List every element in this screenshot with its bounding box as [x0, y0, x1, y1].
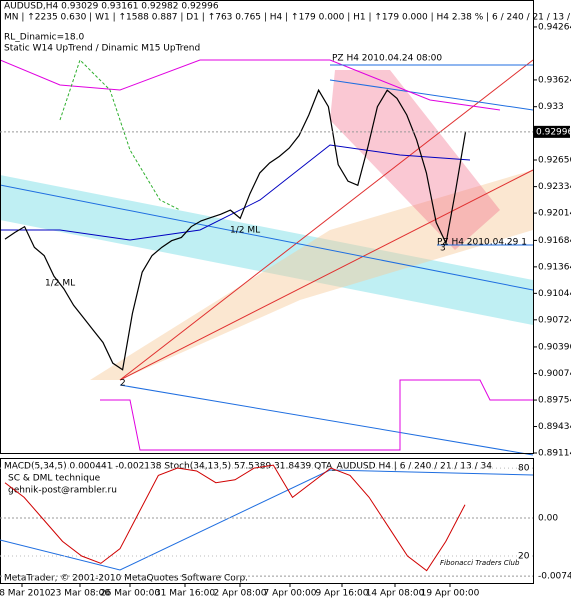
y-tick-label: 0.92014: [538, 209, 571, 219]
x-tick-label: 14 Apr 08:00: [366, 589, 425, 599]
chikou: [59, 59, 181, 211]
y2-tick-label: 80: [518, 464, 530, 474]
bid-box: [534, 125, 570, 138]
y-tick-label: 0.92334: [538, 182, 571, 192]
price-line: [4, 88, 467, 371]
kijun: [0, 144, 471, 241]
annotation: 3: [440, 244, 446, 254]
fib-zone: [0, 175, 533, 325]
annotation: 1/2 ML: [230, 226, 260, 236]
x-tick-label: 18 Mar 2010: [0, 589, 51, 599]
y-tick-label: 0.91044: [538, 289, 571, 299]
indicator-frame: [0, 458, 534, 584]
y-tick-label: 0.89114: [538, 449, 571, 459]
y-tick-label: 0.91364: [538, 262, 571, 272]
pz-channel: [330, 70, 500, 250]
stoch-line: [4, 464, 466, 572]
median-line: [119, 59, 534, 381]
info-line: MN | ↑2235 0.630 | W1 | ↑1588 0.887 | D1…: [4, 13, 571, 23]
y-tick-label: 0.94264: [538, 22, 571, 32]
trend-line: [119, 384, 534, 456]
annotation: PZ H4 2010.04.24 08:00: [332, 54, 442, 64]
x-tick-label: 19 Apr 00:00: [421, 589, 480, 599]
annotation: Fibonacci Traders Club: [440, 559, 520, 567]
envelope: [100, 379, 533, 451]
main-frame: [0, 0, 534, 454]
y-tick-label: 0.00: [538, 514, 558, 524]
info-line: Static W14 UpTrend / Dinamic M15 UpTrend: [4, 44, 200, 54]
indicator-title: MACD(5,34,5) 0.000441 -0.002138 Stoch(34…: [4, 462, 492, 472]
median-line: [119, 169, 534, 381]
x-tick-label: 23 Mar 08:00: [50, 589, 110, 599]
title: AUDUSD,H4 0.93029 0.93161 0.92982 0.9299…: [4, 2, 219, 12]
y-tick-label: -0.00742: [538, 572, 571, 582]
envelope: [0, 59, 501, 111]
y-tick-label: 0.92656: [538, 155, 571, 165]
x-tick-label: 31 Mar 16:00: [155, 589, 215, 599]
trend-line: [0, 184, 534, 291]
x-tick-label: 9 Apr 16:00: [316, 589, 369, 599]
y-tick-label: 0.933: [538, 102, 564, 112]
macd-line: [0, 469, 534, 571]
x-tick-label: 7 Apr 00:00: [264, 589, 317, 599]
y-tick-label: 0.90074: [538, 369, 571, 379]
y2-tick-label: 20: [518, 552, 530, 562]
y-tick-label: 0.91684: [538, 236, 571, 246]
annotation: SC & DML technique: [8, 474, 101, 484]
y-tick-label: 0.89754: [538, 396, 571, 406]
y-tick-label: 0.89434: [538, 422, 571, 432]
annotation: gehnik-post@rambler.ru: [8, 486, 117, 496]
info-line: RL_Dinamic=18.0: [4, 33, 84, 43]
annotation: 2: [120, 379, 126, 389]
y-tick-label: 0.93624: [538, 75, 571, 85]
annotation: MetaTrader, © 2001-2010 MetaQuotes Softw…: [4, 574, 248, 584]
y-tick-label: 0.90724: [538, 315, 571, 325]
trend-line: [329, 79, 534, 111]
cloud: [90, 170, 533, 380]
annotation: PZ H4 2010.04.29 1: [437, 238, 527, 248]
bid-label: 0.92996: [536, 127, 571, 137]
x-tick-label: 26 Mar 00:00: [100, 589, 160, 599]
x-tick-label: 2 Apr 08:00: [214, 589, 267, 599]
y-tick-label: 0.90396: [538, 342, 571, 352]
